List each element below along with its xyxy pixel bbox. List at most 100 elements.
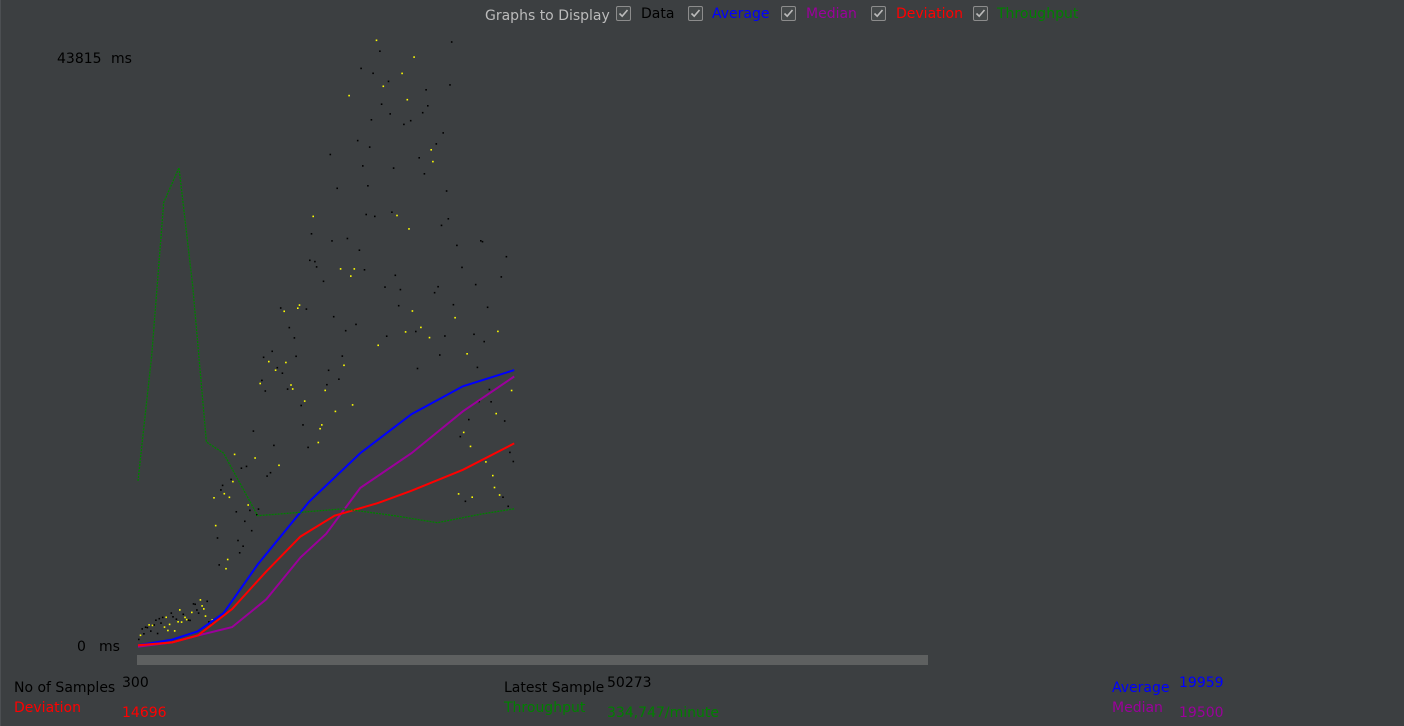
data-sample-point [348, 94, 350, 97]
median-toggle-label[interactable]: Median [806, 6, 857, 22]
data-sample-point [445, 190, 448, 192]
data-sample-point [168, 623, 171, 626]
data-sample-point [339, 268, 342, 270]
data-sample-point [367, 185, 369, 187]
checkmark-icon [783, 9, 794, 18]
average-checkbox[interactable] [688, 6, 703, 21]
data-sample-point [442, 132, 444, 134]
data-sample-point [247, 504, 249, 506]
data-sample-point [380, 103, 383, 105]
data-sample-point [456, 244, 458, 247]
data-sample-point [469, 445, 472, 448]
data-sample-point [350, 275, 352, 277]
data-sample-point [372, 72, 374, 75]
data-sample-point [208, 621, 210, 623]
data-sample-point [177, 621, 179, 623]
data-sample-point [492, 474, 494, 477]
data-sample-point [256, 514, 258, 516]
data-sample-point [370, 119, 373, 121]
data-sample-point [165, 616, 167, 619]
data-sample-point [153, 624, 155, 626]
data-toggle-label[interactable]: Data [641, 6, 675, 22]
data-sample-point [454, 316, 456, 319]
median-series-line [137, 375, 515, 648]
data-sample-point [377, 344, 379, 347]
throughput-toggle-label[interactable]: Throughput [997, 6, 1079, 22]
window-edge [0, 0, 1, 726]
series-lines-layer [137, 165, 515, 648]
y-max-value: 43815 [57, 51, 102, 67]
data-sample-point [175, 618, 178, 620]
throughput-checkbox[interactable] [973, 6, 988, 21]
average-toggle-label[interactable]: Average [712, 6, 770, 22]
data-sample-point [262, 356, 265, 359]
data-sample-point [481, 240, 484, 243]
data-sample-point [319, 427, 321, 430]
checkmark-icon [690, 9, 701, 18]
data-sample-point [300, 404, 302, 407]
average-value: 19959 [1179, 675, 1224, 691]
data-sample-point [399, 288, 402, 291]
data-sample-point [245, 465, 248, 468]
data-sample-point [461, 266, 463, 269]
data-sample-point [403, 123, 405, 126]
data-sample-point [204, 615, 207, 617]
data-sample-point [233, 453, 236, 456]
data-sample-point [474, 283, 477, 286]
data-sample-point [264, 390, 267, 392]
data-sample-point [173, 630, 176, 632]
data-sample-point [327, 369, 330, 372]
data-sample-point [341, 355, 344, 357]
throughput-value: 334,747/minute [607, 705, 719, 721]
data-sample-point [143, 633, 145, 635]
data-sample-point [353, 268, 356, 270]
data-sample-point [346, 237, 349, 240]
deviation-series-line [137, 442, 515, 647]
data-sample-point [312, 215, 314, 218]
data-sample-point [322, 280, 325, 283]
data-sample-point [228, 496, 231, 499]
data-sample-point [439, 354, 441, 356]
data-sample-point [303, 400, 306, 402]
data-sample-point [218, 564, 220, 566]
data-checkbox[interactable] [616, 6, 631, 21]
data-sample-point [409, 119, 412, 122]
data-sample-point [427, 105, 429, 107]
data-sample-point [397, 304, 400, 307]
data-sample-point [223, 492, 226, 495]
data-sample-point [358, 249, 361, 251]
graphs-to-display-label: Graphs to Display [485, 8, 610, 24]
data-sample-point [365, 213, 367, 216]
throughput-series-line [137, 165, 515, 524]
data-sample-point [480, 240, 482, 242]
data-sample-point [437, 285, 439, 288]
data-sample-point [351, 404, 354, 406]
data-sample-point [139, 634, 142, 637]
data-sample-point [297, 307, 299, 309]
graph-scrollbar[interactable] [137, 655, 928, 665]
deviation-value: 14696 [122, 705, 167, 721]
data-sample-point [235, 511, 238, 513]
data-sample-point [274, 369, 277, 371]
median-checkbox[interactable] [781, 6, 796, 21]
deviation-toggle-label[interactable]: Deviation [896, 6, 963, 22]
data-sample-point [192, 603, 195, 605]
data-sample-point [500, 276, 503, 278]
data-sample-point [368, 146, 371, 148]
data-sample-point [444, 335, 446, 337]
data-sample-point [167, 629, 169, 632]
data-sample-point [490, 401, 492, 403]
deviation-checkbox[interactable] [871, 6, 886, 21]
data-sample-point [343, 364, 345, 367]
data-sample-point [363, 269, 366, 271]
data-sample-point [182, 613, 185, 616]
data-sample-point [440, 224, 443, 227]
data-sample-point [338, 378, 340, 380]
data-sample-point [268, 360, 270, 363]
data-sample-point [295, 355, 297, 358]
data-sample-point [259, 382, 261, 385]
data-sample-point [415, 330, 417, 333]
data-sample-point [288, 326, 291, 329]
data-sample-point [394, 274, 397, 277]
data-sample-point [462, 431, 465, 434]
